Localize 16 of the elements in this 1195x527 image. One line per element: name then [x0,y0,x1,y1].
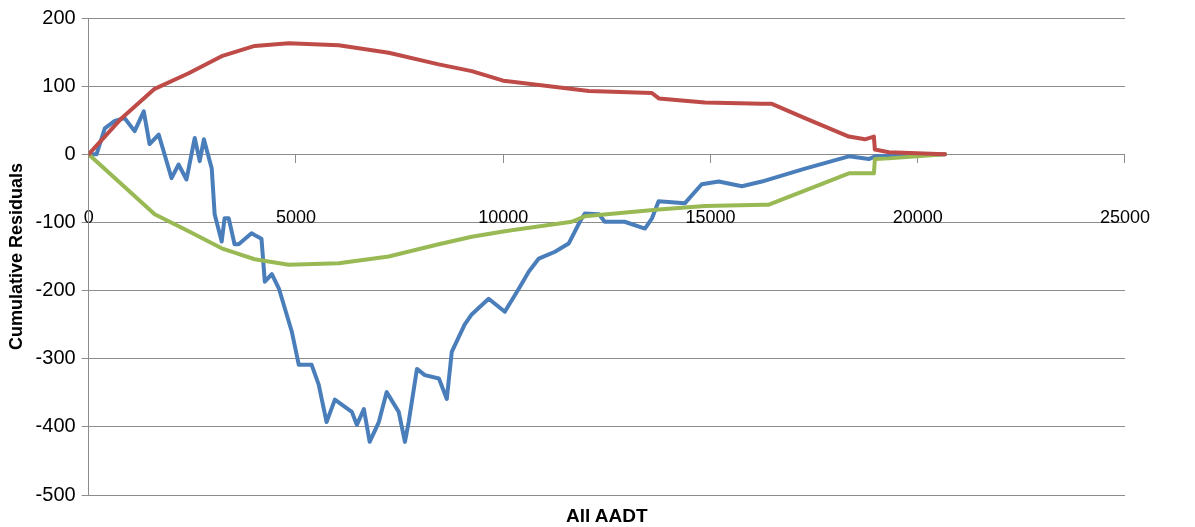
x-tick-label: 5000 [275,207,316,228]
x-tick-label: 20000 [892,207,943,228]
x-tick-label: 0 [83,207,94,228]
y-tick-label: 0 [64,141,76,164]
y-tick-label: -300 [35,346,76,369]
y-axis-title: Cumulative Residuals [5,162,26,351]
y-tick-label: -400 [35,414,76,437]
y-tick-label: -500 [35,482,76,505]
x-axis-title: All AADT [565,504,648,526]
y-tick-label: -200 [35,278,76,301]
x-tick-label: 15000 [685,207,736,228]
y-tick-label: -100 [35,209,76,232]
x-tick-label: 10000 [478,207,529,228]
x-tick-label: 25000 [1099,207,1150,228]
y-tick-label: 100 [42,73,76,96]
y-tick-label: 200 [42,5,76,28]
